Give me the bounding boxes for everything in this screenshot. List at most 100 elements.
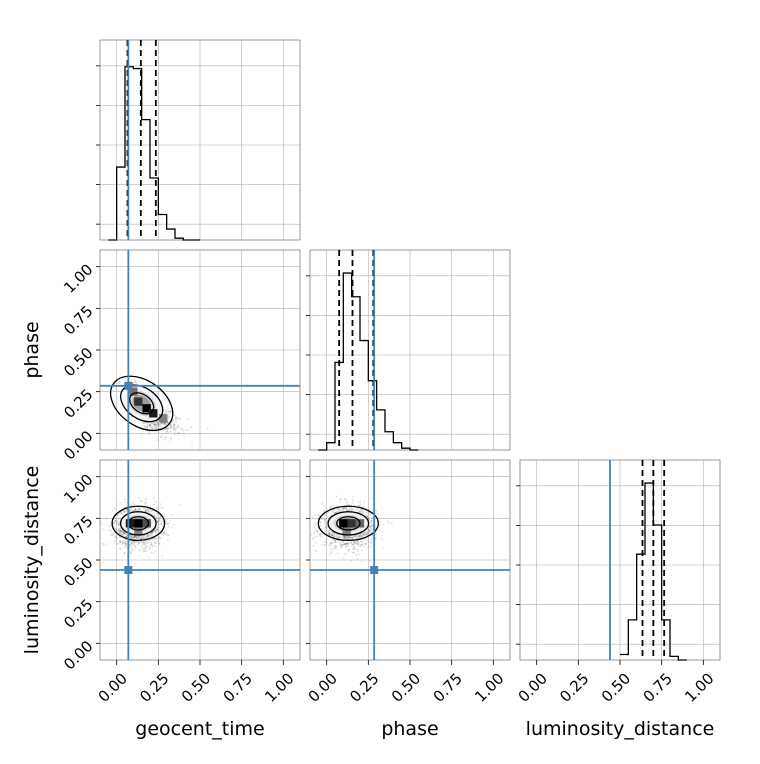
sample-point: [123, 540, 126, 542]
sample-point: [125, 533, 128, 536]
sample-point: [349, 536, 352, 539]
sample-point: [312, 524, 314, 526]
sample-point: [321, 502, 324, 505]
sample-point: [353, 547, 355, 550]
sample-point: [154, 542, 157, 545]
sample-point: [348, 536, 351, 539]
sample-point: [176, 432, 179, 435]
sample-point: [360, 535, 363, 537]
sample-point: [342, 544, 345, 546]
sample-point: [169, 430, 172, 433]
sample-point: [344, 506, 347, 509]
sample-point: [150, 425, 153, 427]
sample-point: [145, 535, 147, 538]
sample-point: [314, 548, 317, 551]
sample-point: [347, 535, 350, 538]
sample-point: [365, 511, 368, 514]
sample-point: [322, 510, 325, 513]
sample-point: [155, 545, 158, 548]
sample-point: [144, 543, 147, 546]
sample-point: [129, 552, 132, 555]
sample-point: [342, 557, 345, 560]
sample-point: [133, 535, 136, 538]
sample-point: [173, 424, 175, 427]
sample-point: [368, 529, 371, 532]
density-block: [134, 397, 143, 406]
sample-point: [173, 434, 176, 436]
sample-point: [142, 547, 145, 550]
contour-line: [120, 384, 164, 423]
sample-point: [360, 511, 363, 514]
sample-point: [117, 529, 120, 532]
sample-point: [119, 540, 121, 542]
sample-point: [132, 549, 135, 552]
sample-point: [371, 520, 374, 523]
sample-point: [371, 515, 374, 518]
sample-point: [142, 507, 145, 510]
sample-point: [134, 509, 137, 512]
sample-point: [163, 422, 166, 425]
sample-point: [118, 529, 121, 532]
sample-point: [144, 550, 147, 553]
sample-point: [118, 536, 121, 538]
sample-point: [145, 537, 148, 540]
sample-point: [310, 533, 313, 536]
sample-point: [342, 506, 345, 509]
sample-point: [120, 548, 122, 551]
sample-point: [185, 429, 188, 432]
sample-point: [314, 524, 316, 527]
sample-point: [157, 540, 160, 543]
sample-point: [157, 520, 159, 523]
sample-point: [122, 542, 124, 545]
sample-point: [345, 542, 348, 545]
sample-point: [318, 514, 320, 517]
sample-point: [326, 529, 329, 532]
sample-point: [118, 520, 121, 523]
sample-point: [368, 531, 371, 534]
sample-point: [140, 537, 143, 540]
sample-point: [360, 544, 363, 546]
sample-point: [346, 543, 349, 546]
sample-point: [151, 427, 154, 430]
x-axis-label-geocent-time: geocent_time: [135, 718, 264, 740]
sample-point: [338, 508, 341, 511]
sample-point: [359, 535, 361, 538]
sample-point: [352, 551, 355, 554]
sample-point: [137, 536, 140, 539]
sample-point: [331, 504, 334, 506]
sample-point: [363, 533, 366, 536]
y-tick-label: 0.75: [60, 512, 96, 548]
sample-point: [166, 428, 169, 431]
sample-point: [312, 538, 314, 540]
sample-point: [170, 526, 173, 529]
sample-point: [164, 423, 167, 426]
sample-point: [153, 529, 155, 532]
sample-point: [369, 529, 372, 532]
sample-point: [146, 510, 149, 513]
sample-point: [154, 423, 157, 426]
sample-point: [342, 507, 345, 510]
sample-point: [170, 514, 173, 516]
sample-point: [352, 546, 355, 548]
sample-point: [157, 425, 159, 428]
sample-point: [355, 554, 358, 557]
sample-point: [123, 551, 126, 554]
sample-point: [143, 422, 146, 424]
sample-point: [121, 531, 124, 533]
sample-point: [165, 408, 167, 411]
sample-point: [132, 509, 135, 512]
sample-point: [156, 422, 159, 425]
sample-point: [144, 540, 147, 542]
sample-point: [139, 508, 141, 511]
sample-point: [107, 529, 110, 532]
sample-point: [157, 528, 159, 531]
sample-point: [336, 533, 339, 536]
sample-point: [121, 511, 124, 514]
sample-point: [332, 535, 335, 537]
sample-point: [156, 526, 159, 529]
sample-point: [354, 537, 357, 539]
sample-point: [191, 444, 193, 447]
sample-point: [329, 545, 332, 548]
sample-point: [120, 539, 123, 542]
sample-point: [330, 542, 333, 544]
